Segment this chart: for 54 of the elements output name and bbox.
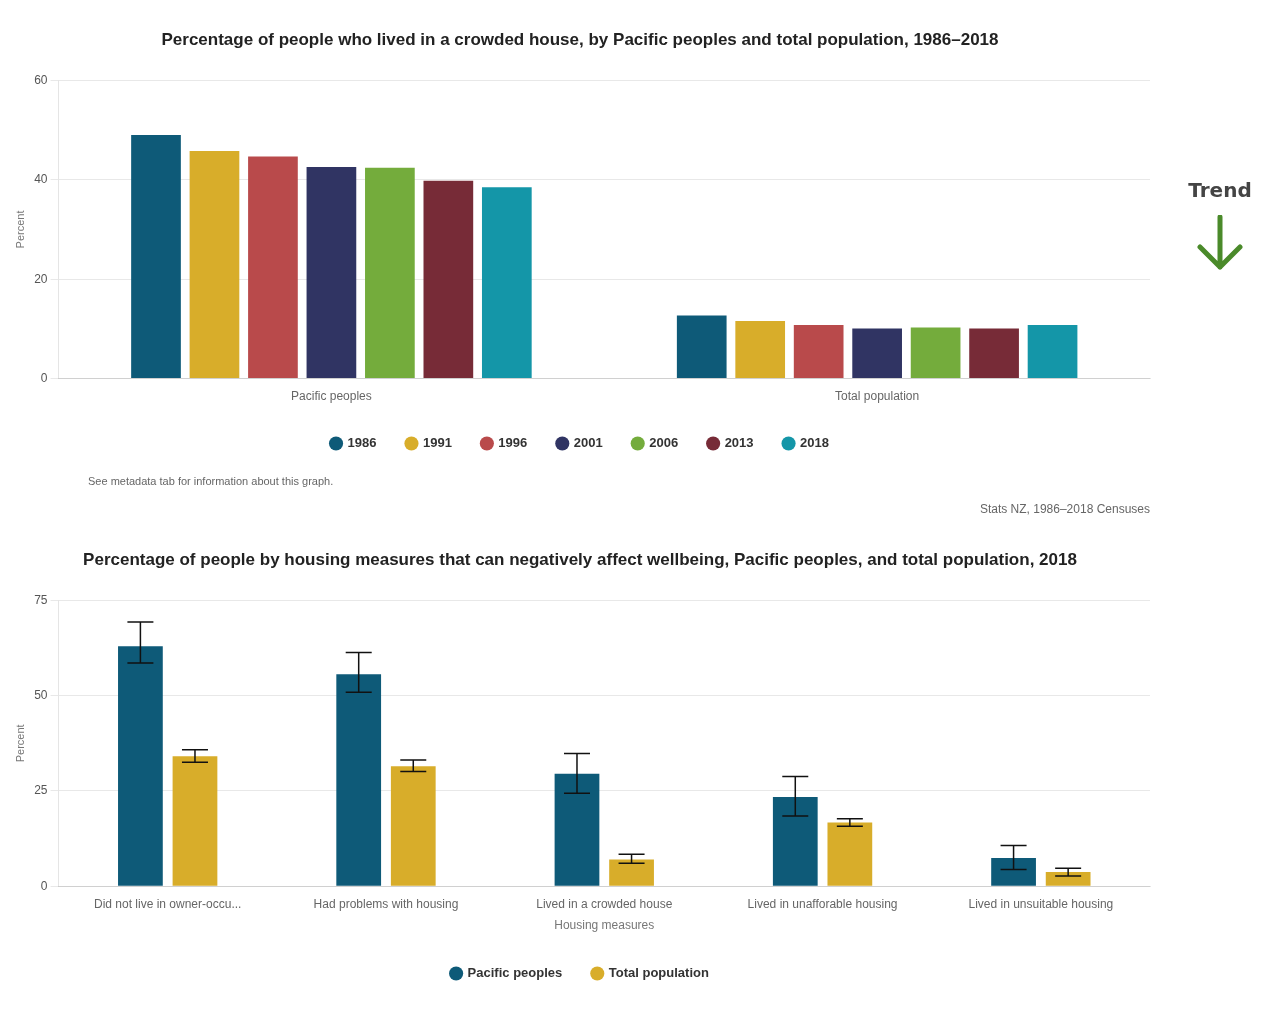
x-tick-label: Had problems with housing	[313, 896, 459, 911]
x-axis-title: Housing measures	[554, 918, 655, 933]
bar	[676, 315, 727, 379]
bar	[423, 180, 474, 379]
y-axis-title: Percent	[13, 724, 26, 763]
y-tick-label: 60	[34, 72, 48, 87]
bar	[793, 324, 844, 379]
legend-label: Pacific peoples	[467, 965, 563, 981]
bar	[172, 756, 218, 886]
bar	[772, 797, 818, 886]
bar	[336, 674, 382, 886]
y-tick-label: 75	[34, 592, 48, 607]
bar	[131, 135, 181, 379]
bar	[365, 167, 415, 379]
x-tick-label: Lived in unafforable housing	[747, 896, 898, 911]
text: Trend	[1187, 178, 1253, 202]
bar	[189, 150, 240, 379]
bar	[609, 859, 654, 886]
text: Stats NZ, 1986–2018 Censuses	[979, 502, 1150, 516]
legend-label: 1996	[498, 435, 528, 451]
bar	[481, 187, 532, 379]
legend-label: 2018	[800, 435, 829, 451]
bar	[852, 328, 902, 379]
legend-label: Total population	[608, 965, 709, 981]
text: See metadata tab for information about this graph.	[88, 475, 334, 487]
bar	[554, 773, 600, 886]
legend-label: 2001	[573, 435, 603, 451]
y-tick-label: 50	[34, 687, 48, 702]
bar	[969, 328, 1019, 379]
y-tick-label: 25	[34, 783, 48, 798]
legend-label: 2006	[649, 435, 679, 451]
chart-title: Percentage of people who lived in a crowded house, by Pacific peoples and total population, 1986–2018	[161, 29, 999, 49]
x-tick-label: Did not live in owner-occu...	[93, 896, 242, 911]
x-tick-label: Lived in unsuitable housing	[968, 896, 1114, 911]
legend-label: 1991	[422, 435, 452, 451]
y-axis-title: Percent	[13, 210, 26, 249]
y-tick-label: 0	[40, 878, 48, 893]
bar	[991, 858, 1036, 886]
bar	[910, 327, 961, 379]
y-tick-label: 40	[34, 172, 48, 187]
bar	[1027, 324, 1078, 379]
x-tick-label: Lived in a crowded house	[536, 896, 673, 911]
y-tick-label: 0	[40, 370, 48, 385]
legend-label: 1986	[347, 435, 377, 451]
y-tick-label: 20	[34, 271, 48, 286]
bar	[827, 822, 873, 886]
bar	[735, 320, 786, 379]
bar	[390, 766, 436, 886]
chart-title: Percentage of people by housing measures that can negatively affect wellbeing, Pacific peoples, and total population, 2018	[83, 549, 1077, 569]
bar	[1045, 872, 1091, 886]
bar	[118, 646, 163, 886]
bar	[306, 166, 357, 379]
bar	[248, 156, 298, 379]
legend-label: 2013	[724, 435, 754, 451]
